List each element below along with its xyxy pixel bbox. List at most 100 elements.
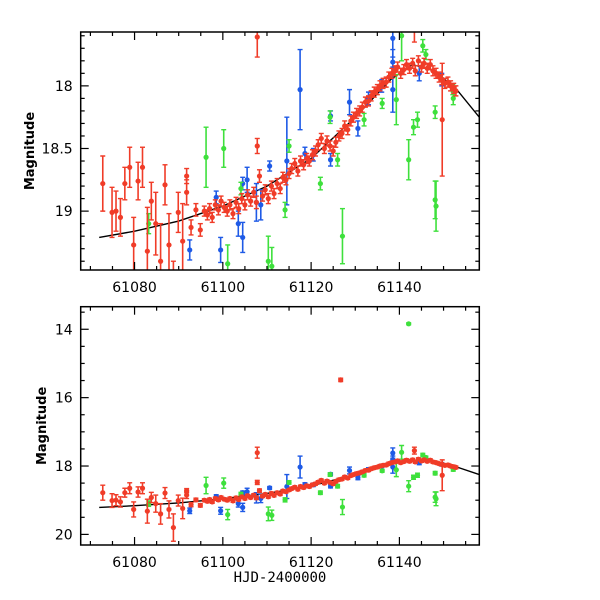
marker [144,248,150,254]
marker [365,98,372,104]
marker [122,490,128,496]
data-point [284,473,290,500]
data-point [225,244,231,270]
data-point [289,162,295,175]
marker [254,143,260,149]
data-point [180,497,186,520]
marker [414,472,421,478]
data-point [209,499,215,505]
marker [139,164,146,170]
marker [175,209,181,215]
data-point [109,186,115,239]
data-point [184,490,190,500]
marker [157,258,164,264]
marker [411,448,418,454]
marker [153,501,159,507]
data-point [269,246,275,270]
data-point [338,377,344,383]
data-point [265,494,271,500]
x-tick-label: 61140 [377,555,422,571]
marker [197,227,203,233]
data-point [284,116,290,206]
data-point [244,189,251,201]
data-point [157,502,164,525]
data-point [420,38,426,53]
marker [235,501,241,507]
data-point [244,166,250,194]
marker [383,79,389,85]
data-point [399,444,405,460]
panel-top: 61080 61100 61120 61140 18 18.5 19 Magnitude [23,31,481,296]
data-point [317,490,323,496]
data-point [379,97,385,110]
marker [251,189,257,195]
data-point [315,479,321,485]
marker [410,124,417,130]
data-point [135,161,141,201]
data-point [256,169,263,184]
series-1 [146,32,456,270]
marker [256,488,263,494]
marker [127,164,133,170]
marker [339,130,345,137]
data-point [248,195,254,207]
data-point [166,212,172,270]
data-point [265,235,271,270]
marker [277,185,283,192]
data-point [254,446,260,459]
data-point [265,192,271,205]
data-point [346,88,353,116]
marker [433,203,439,209]
data-point [175,191,181,234]
data-point [215,204,222,216]
marker [162,182,168,188]
marker [414,117,421,123]
marker [148,494,154,501]
data-point [122,166,128,201]
marker [148,198,154,204]
marker [253,495,259,501]
marker [100,180,106,187]
marker [113,497,119,503]
x-tick-label: 61120 [289,555,334,571]
marker [188,224,194,231]
data-point [282,201,288,219]
marker [206,206,213,212]
data-point [127,146,133,189]
marker [254,479,260,486]
marker [379,100,385,106]
marker [359,104,365,110]
data-point [414,472,421,479]
marker [127,485,133,491]
plot-area [99,32,480,270]
data-point [274,177,280,190]
data-point [286,139,292,153]
y-tick-label: 18.5 [42,141,73,157]
plot-frame [79,31,481,271]
marker [346,467,353,474]
data-point [206,202,213,215]
data-point [127,482,133,495]
data-point [355,120,361,137]
marker [433,496,439,502]
data-point [453,85,459,97]
data-point [345,123,351,136]
marker [432,470,438,476]
marker [355,125,361,132]
marker [265,196,271,202]
marker [284,158,290,164]
marker [166,242,172,248]
data-point [410,474,417,481]
data-point [166,500,172,519]
data-point [411,446,418,455]
y-axis-title: Magnitude [23,112,38,191]
marker [339,233,346,239]
data-point [188,219,194,236]
data-point [256,488,263,494]
data-point [403,457,410,463]
data-point [379,468,385,474]
data-point [327,152,334,167]
marker [432,197,438,203]
data-point [187,507,193,515]
